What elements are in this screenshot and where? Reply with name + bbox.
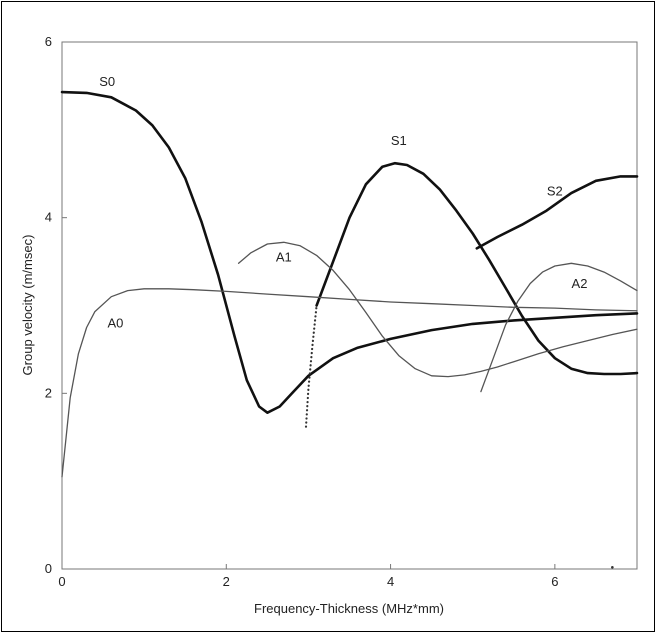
curve-label-a2: A2	[572, 276, 588, 291]
axis-ticks: 0 2 4 6 0 2 4 6	[45, 34, 559, 589]
series-line-s1-dotted	[304, 304, 318, 428]
series-line-a1	[237, 241, 638, 378]
x-tick-label: 0	[58, 574, 65, 589]
x-tick-label: 6	[551, 574, 558, 589]
curve-labels: S0 S1 S2 A0 A1 A2	[99, 74, 614, 569]
x-tick-label: 2	[223, 574, 230, 589]
y-axis-label: Group velocity (m/msec)	[20, 235, 35, 376]
y-tick-label: 2	[45, 385, 52, 400]
x-tick-label: 4	[387, 574, 394, 589]
chart-series	[60, 90, 639, 478]
curve-label-s2: S2	[547, 184, 563, 199]
y-tick-label: 0	[45, 561, 52, 576]
series-line-s0	[60, 90, 639, 414]
series-line-s2	[475, 175, 639, 250]
curve-label-s0: S0	[99, 74, 115, 89]
plot-area	[61, 41, 638, 570]
curve-label-s1: S1	[391, 133, 407, 148]
y-tick-label: 4	[45, 210, 52, 225]
curve-label-a0: A0	[107, 315, 123, 330]
y-tick-label: 6	[45, 34, 52, 49]
series-line-s1	[315, 161, 639, 376]
x-axis-label: Frequency-Thickness (MHz*mm)	[254, 601, 444, 616]
series-line-a0	[61, 288, 638, 478]
curve-label-a1: A1	[276, 250, 292, 265]
series-line-a2	[480, 262, 638, 393]
stray-dot	[611, 565, 614, 569]
